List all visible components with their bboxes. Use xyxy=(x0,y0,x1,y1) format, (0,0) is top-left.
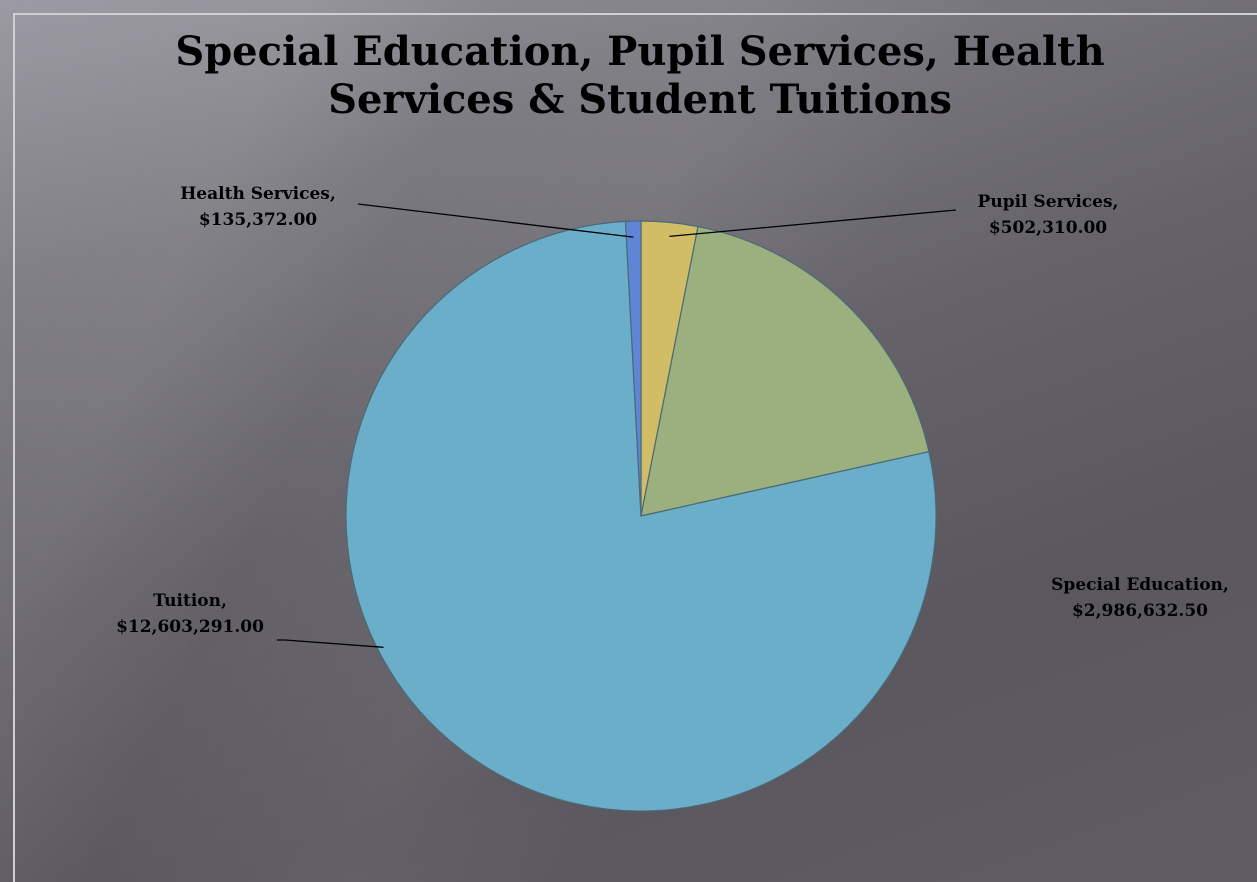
leader-line-tuition xyxy=(277,639,384,648)
data-label-category: Health Services, xyxy=(180,184,336,204)
data-label-value: $12,603,291.00 xyxy=(116,617,264,637)
data-label-value: $135,372.00 xyxy=(199,210,317,230)
data-label-value: $502,310.00 xyxy=(989,218,1107,238)
data-label-category: Pupil Services, xyxy=(978,192,1119,212)
leader-line-pupil-services xyxy=(669,209,957,238)
data-label-health-services: Health Services, $135,372.00 xyxy=(180,184,336,230)
data-labels: Pupil Services, $502,310.00 Special Educat… xyxy=(116,184,1229,637)
data-label-pupil-services: Pupil Services, $502,310.00 xyxy=(978,192,1119,238)
data-label-tuition: Tuition, $12,603,291.00 xyxy=(116,591,264,637)
data-label-special-education: Special Education, $2,986,632.50 xyxy=(1051,575,1229,621)
pie-slice-tuition xyxy=(345,220,937,812)
leader-lines xyxy=(277,203,957,648)
data-label-category: Special Education, xyxy=(1051,575,1229,595)
pie-slices xyxy=(345,220,937,812)
pie-slice-special-education xyxy=(640,225,930,517)
data-label-category: Tuition, xyxy=(153,591,227,611)
data-label-value: $2,986,632.50 xyxy=(1072,601,1208,621)
chart-title: Special Education, Pupil Services, Healt… xyxy=(175,28,1105,123)
leader-line-health-services xyxy=(357,203,634,238)
pie-slice-health-services xyxy=(624,220,642,517)
